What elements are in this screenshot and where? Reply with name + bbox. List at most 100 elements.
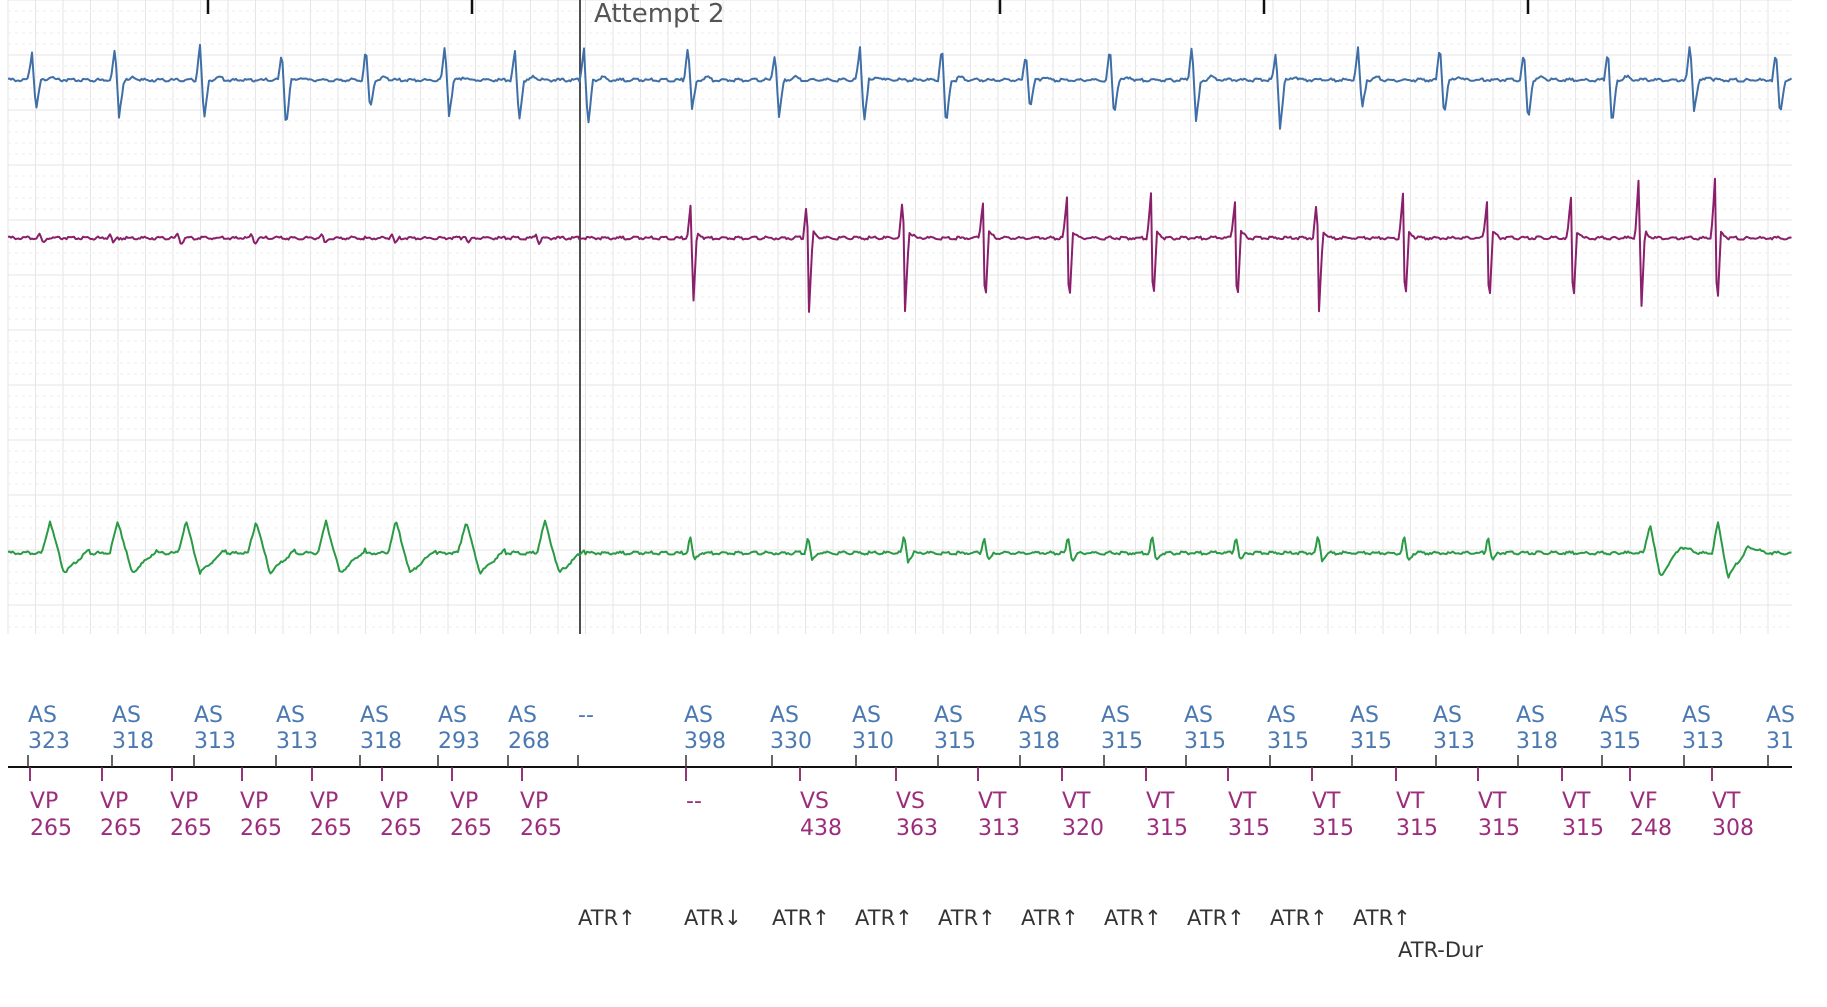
atrial-marker-interval: 315 bbox=[1184, 729, 1226, 754]
ventricular-marker-interval: 265 bbox=[310, 816, 352, 841]
ventricular-marker-code: VP bbox=[450, 789, 478, 814]
ventricular-marker-code: VF bbox=[1630, 789, 1658, 814]
ventricular-marker-interval: 265 bbox=[450, 816, 492, 841]
ventricular-marker-interval: 315 bbox=[1228, 816, 1270, 841]
ventricular-marker-code: VT bbox=[1396, 789, 1425, 814]
atrial-marker-interval: 315 bbox=[1599, 729, 1641, 754]
event-marker-label: ATR↑ bbox=[1104, 906, 1162, 930]
atrial-marker-interval: 310 bbox=[852, 729, 894, 754]
ventricular-marker-code: VS bbox=[896, 789, 925, 814]
ventricular-marker-interval: 315 bbox=[1478, 816, 1520, 841]
atrial-marker-interval: 293 bbox=[438, 729, 480, 754]
atrial-marker-code: AS bbox=[770, 703, 799, 728]
atrial-marker-code: AS bbox=[1682, 703, 1711, 728]
ventricular-egm-trace bbox=[7, 177, 1792, 313]
atrial-marker-code: -- bbox=[578, 703, 594, 728]
ventricular-marker-code: VT bbox=[978, 789, 1007, 814]
ventricular-marker-channel: VP265VP265VP265VP265VP265VP265VP265VP265… bbox=[29, 767, 1754, 841]
ventricular-marker-interval: 315 bbox=[1312, 816, 1354, 841]
atrial-marker-code: AS bbox=[438, 703, 467, 728]
ventricular-marker-interval: 363 bbox=[896, 816, 938, 841]
ventricular-marker-code: VS bbox=[800, 789, 829, 814]
ventricular-marker-code: VT bbox=[1146, 789, 1175, 814]
ventricular-marker-interval: 248 bbox=[1630, 816, 1672, 841]
ventricular-marker-code: VT bbox=[1062, 789, 1091, 814]
atrial-marker-interval: 268 bbox=[508, 729, 550, 754]
event-marker-label: ATR↑ bbox=[1021, 906, 1079, 930]
ventricular-marker-interval: 313 bbox=[978, 816, 1020, 841]
event-marker-label: ATR↑ bbox=[772, 906, 830, 930]
event-marker-label: ATR↑ bbox=[938, 906, 996, 930]
event-marker-channel: ATR↑ ATR↓ ATR↑ ATR↑ ATR↑ ATR↑ ATR↑ ATR↑ ATR↑ ATR↑… bbox=[578, 906, 1483, 962]
atrial-marker-interval: 323 bbox=[28, 729, 70, 754]
atrial-egm-trace bbox=[7, 43, 1793, 130]
ventricular-marker-interval: 308 bbox=[1712, 816, 1754, 841]
atrial-marker-code: AS bbox=[360, 703, 389, 728]
ventricular-marker-code: VT bbox=[1228, 789, 1257, 814]
ventricular-marker-code: VT bbox=[1478, 789, 1507, 814]
atrial-marker-interval: 313 bbox=[1682, 729, 1724, 754]
ventricular-marker-interval: 320 bbox=[1062, 816, 1104, 841]
atrial-marker-code: AS bbox=[934, 703, 963, 728]
atrial-marker-code: AS bbox=[1018, 703, 1047, 728]
atrial-marker-interval: 315 bbox=[1101, 729, 1143, 754]
ventricular-marker-interval: 315 bbox=[1396, 816, 1438, 841]
atrial-marker-interval: 315 bbox=[1350, 729, 1392, 754]
atrial-marker-interval: 330 bbox=[770, 729, 812, 754]
atrial-marker-code: AS bbox=[684, 703, 713, 728]
ventricular-marker-interval: 265 bbox=[170, 816, 212, 841]
event-marker-label: ATR↑ bbox=[578, 906, 636, 930]
ventricular-marker-code: VP bbox=[100, 789, 128, 814]
atrial-marker-interval: 318 bbox=[1516, 729, 1558, 754]
ventricular-marker-code: VP bbox=[30, 789, 58, 814]
ventricular-marker-code: VP bbox=[380, 789, 408, 814]
atrial-marker-code: AS bbox=[112, 703, 141, 728]
atrial-marker-interval: 318 bbox=[112, 729, 154, 754]
ventricular-marker-code: VP bbox=[240, 789, 268, 814]
atrial-marker-code: AS bbox=[1766, 703, 1795, 728]
atrial-marker-code: AS bbox=[1516, 703, 1545, 728]
ventricular-marker-code: -- bbox=[686, 789, 702, 814]
ventricular-marker-interval: 265 bbox=[30, 816, 72, 841]
ventricular-marker-code: VP bbox=[310, 789, 338, 814]
atrial-marker-code: AS bbox=[1599, 703, 1628, 728]
atrial-marker-code: AS bbox=[1433, 703, 1462, 728]
atrial-marker-code: AS bbox=[1184, 703, 1213, 728]
event-marker-label: ATR↑ bbox=[1187, 906, 1245, 930]
ventricular-marker-code: VP bbox=[520, 789, 548, 814]
atrial-marker-code: AS bbox=[28, 703, 57, 728]
top-time-ticks bbox=[206, 0, 1530, 14]
atrial-marker-code: AS bbox=[1267, 703, 1296, 728]
atrial-marker-code: AS bbox=[508, 703, 537, 728]
ventricular-marker-interval: 315 bbox=[1562, 816, 1604, 841]
ventricular-marker-interval: 265 bbox=[100, 816, 142, 841]
atrial-marker-interval: 318 bbox=[360, 729, 402, 754]
attempt-label: Attempt 2 bbox=[594, 0, 725, 29]
atrial-marker-code: AS bbox=[194, 703, 223, 728]
atrial-marker-interval: 398 bbox=[684, 729, 726, 754]
ventricular-marker-interval: 265 bbox=[240, 816, 282, 841]
atrial-marker-interval: 315 bbox=[934, 729, 976, 754]
ventricular-marker-code: VP bbox=[170, 789, 198, 814]
event-marker-label: ATR↑ bbox=[1353, 906, 1411, 930]
atrial-marker-code: AS bbox=[276, 703, 305, 728]
atrial-marker-code: AS bbox=[1101, 703, 1130, 728]
event-marker-label: ATR-Dur bbox=[1398, 938, 1483, 962]
shock-egm-trace bbox=[7, 519, 1792, 579]
ventricular-marker-interval: 315 bbox=[1146, 816, 1188, 841]
atrial-marker-interval: 318 bbox=[1018, 729, 1060, 754]
ventricular-marker-code: VT bbox=[1712, 789, 1741, 814]
atrial-marker-interval: 313 bbox=[1433, 729, 1475, 754]
atrial-marker-interval: 313 bbox=[276, 729, 318, 754]
grid bbox=[7, 0, 1792, 634]
event-marker-label: ATR↑ bbox=[855, 906, 913, 930]
event-marker-label: ATR↑ bbox=[1270, 906, 1328, 930]
atrial-marker-interval: 315 bbox=[1267, 729, 1309, 754]
ventricular-marker-code: VT bbox=[1312, 789, 1341, 814]
ventricular-marker-interval: 265 bbox=[380, 816, 422, 841]
atrial-marker-interval: 313 bbox=[194, 729, 236, 754]
ventricular-marker-interval: 438 bbox=[800, 816, 842, 841]
atrial-marker-interval: 31 bbox=[1766, 729, 1794, 754]
